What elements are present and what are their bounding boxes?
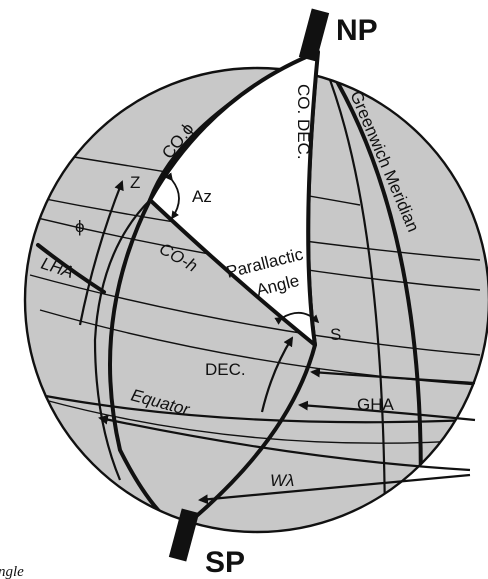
lha-line <box>36 243 106 294</box>
co-declination-label: CO. DEC. <box>294 84 313 160</box>
west-longitude-arrow <box>198 473 471 505</box>
zenith-label: Z <box>130 173 140 192</box>
south-pole-axis <box>168 508 200 562</box>
parallactic-angle-arc <box>274 312 320 325</box>
azimuth-arc <box>164 172 180 220</box>
celestial-equator <box>39 393 471 424</box>
declination-arrow <box>260 336 294 413</box>
latitude-arrow <box>78 180 124 326</box>
equator-arrow <box>98 414 471 472</box>
star-arrow <box>310 367 476 385</box>
meridian-line <box>316 68 387 532</box>
north-pole-label: NP <box>336 14 378 47</box>
altitude-circle <box>29 274 481 356</box>
caption-fragment: ngle <box>0 564 24 579</box>
declination-label: DEC. <box>205 360 246 379</box>
left-meridian <box>93 199 151 481</box>
astronomical-triangle <box>148 50 320 347</box>
latitude-label: ϕ <box>75 217 85 236</box>
gha-arrow <box>298 400 476 422</box>
star-label: S <box>330 325 341 344</box>
west-longitude-label: Wλ <box>270 471 294 490</box>
azimuth-label: Az <box>192 187 212 206</box>
north-pole-axis <box>298 8 330 62</box>
greenwich-meridian-line <box>316 68 423 522</box>
celestial-sphere <box>23 66 488 534</box>
south-pole-label: SP <box>205 546 245 579</box>
gha-label: GHA <box>357 395 395 414</box>
